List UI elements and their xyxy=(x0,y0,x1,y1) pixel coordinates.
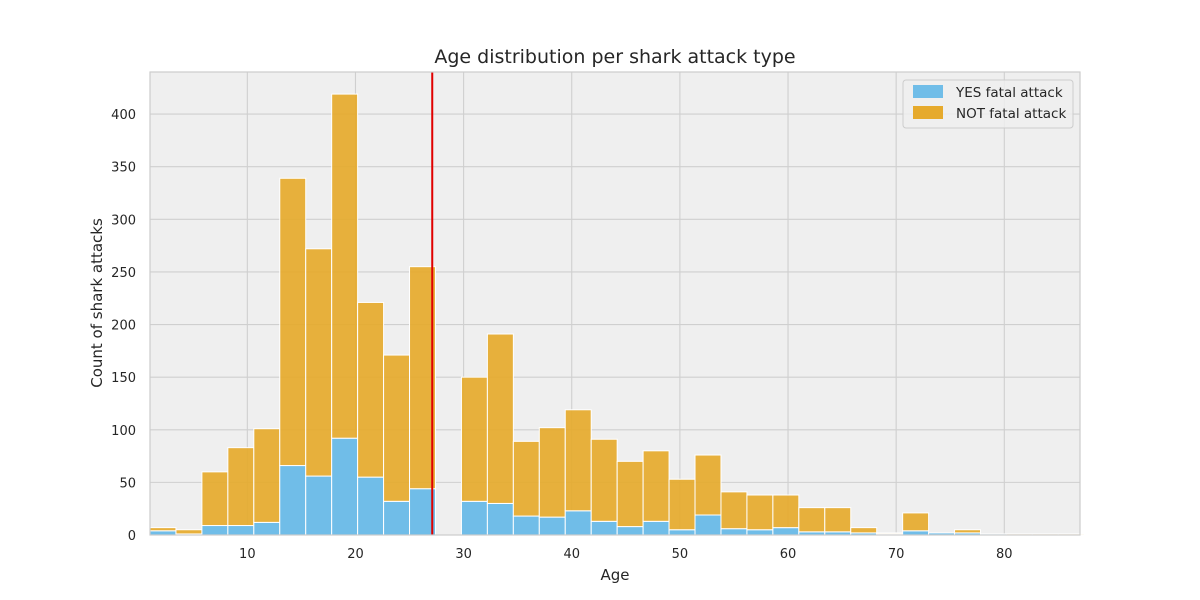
bar-not-fatal xyxy=(409,266,436,490)
bar-not-fatal xyxy=(798,507,826,533)
bar-not-fatal xyxy=(850,527,878,534)
bar-fatal xyxy=(642,520,670,536)
x-tick-label: 20 xyxy=(347,547,364,562)
legend-swatch-not-fatal xyxy=(913,106,943,119)
bar-fatal xyxy=(305,475,333,536)
bar-not-fatal xyxy=(512,440,540,517)
bar-not-fatal xyxy=(876,532,904,535)
bar-not-fatal xyxy=(824,507,852,533)
x-tick-label: 80 xyxy=(996,547,1013,562)
bar-fatal xyxy=(383,500,411,536)
x-tick-label: 50 xyxy=(672,547,689,562)
bar-fatal xyxy=(331,437,359,536)
x-axis-label: Age xyxy=(600,566,629,584)
tick-labels: 10 20 30 40 50 60 70 80 0 50 100 150 200 250 300 350 400 xyxy=(111,108,1012,562)
bar-not-fatal xyxy=(538,427,566,518)
bar-not-fatal xyxy=(616,460,644,528)
bar-fatal xyxy=(279,465,307,536)
bar-not-fatal xyxy=(460,376,488,502)
legend-label-fatal: YES fatal attack xyxy=(955,85,1063,101)
bar-fatal xyxy=(694,514,722,536)
x-tick-label: 10 xyxy=(239,547,256,562)
bar-not-fatal xyxy=(564,409,592,512)
bar-not-fatal xyxy=(668,478,696,531)
bar-fatal xyxy=(772,527,800,536)
y-tick-label: 50 xyxy=(119,476,136,491)
bar-not-fatal xyxy=(590,438,618,522)
y-tick-label: 0 xyxy=(128,529,136,544)
bar-not-fatal xyxy=(227,447,255,527)
y-axis-label: Count of shark attacks xyxy=(88,218,106,388)
bar-fatal xyxy=(720,528,748,536)
plot-frame xyxy=(149,71,1081,536)
x-tick-label: 30 xyxy=(455,547,472,562)
y-tick-label: 350 xyxy=(111,161,136,176)
bar-not-fatal xyxy=(331,93,359,439)
bar-fatal xyxy=(227,525,255,536)
bars-group xyxy=(149,93,1085,536)
legend-swatch-fatal xyxy=(913,85,943,98)
y-tick-label: 200 xyxy=(111,319,136,334)
x-tick-label: 70 xyxy=(888,547,905,562)
y-tick-label: 400 xyxy=(111,108,136,123)
bar-not-fatal xyxy=(253,428,281,523)
bar-not-fatal xyxy=(902,512,930,532)
bar-not-fatal xyxy=(746,494,774,531)
bar-fatal xyxy=(486,502,514,536)
bar-fatal xyxy=(512,515,540,536)
legend-box xyxy=(902,79,1074,129)
bar-fatal xyxy=(902,530,930,536)
bar-fatal xyxy=(746,529,774,536)
bar-not-fatal xyxy=(357,301,385,478)
bar-fatal xyxy=(149,530,177,536)
bar-not-fatal xyxy=(383,354,411,502)
x-tick-label: 40 xyxy=(563,547,580,562)
bar-not-fatal xyxy=(642,450,670,522)
chart-title: Age distribution per shark attack type xyxy=(434,46,795,68)
bar-not-fatal xyxy=(720,491,748,530)
bar-fatal xyxy=(590,520,618,536)
bar-fatal xyxy=(564,510,592,536)
bar-not-fatal xyxy=(486,333,514,504)
bar-fatal xyxy=(616,526,644,536)
legend-label-not-fatal: NOT fatal attack xyxy=(956,106,1066,122)
bar-fatal xyxy=(357,476,385,536)
x-tick-label: 60 xyxy=(780,547,797,562)
bar-fatal xyxy=(538,516,566,536)
bar-not-fatal xyxy=(149,527,177,532)
y-tick-label: 300 xyxy=(111,213,136,228)
bar-fatal xyxy=(253,521,281,536)
y-tick-label: 150 xyxy=(111,371,136,386)
bar-not-fatal xyxy=(175,529,203,535)
bar-fatal xyxy=(460,500,488,536)
bar-not-fatal xyxy=(305,248,333,477)
bar-not-fatal xyxy=(954,529,982,534)
legend: YES fatal attack NOT fatal attack xyxy=(902,79,1074,129)
bar-not-fatal xyxy=(772,494,800,529)
bar-not-fatal xyxy=(201,471,229,527)
bar-fatal xyxy=(201,525,229,536)
bar-fatal xyxy=(668,529,696,536)
y-tick-label: 100 xyxy=(111,424,136,439)
y-tick-label: 250 xyxy=(111,266,136,281)
bar-not-fatal xyxy=(279,177,307,467)
bar-not-fatal xyxy=(694,454,722,516)
